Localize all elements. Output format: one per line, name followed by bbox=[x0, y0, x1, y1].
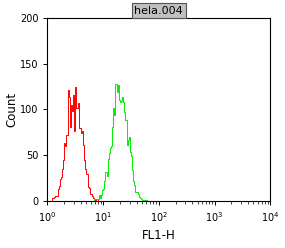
X-axis label: FL1-H: FL1-H bbox=[142, 229, 176, 243]
Y-axis label: Count: Count bbox=[5, 92, 19, 127]
Title: hela.004: hela.004 bbox=[135, 5, 183, 16]
